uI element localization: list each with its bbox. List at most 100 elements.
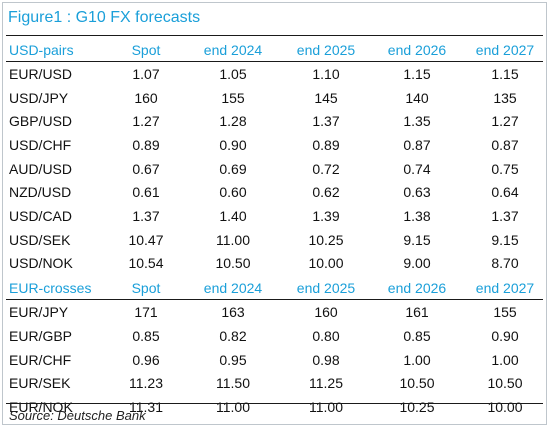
forecast-value: 1.37 bbox=[312, 113, 340, 130]
column-header: end 2027 bbox=[475, 41, 535, 58]
forecast-value: 0.98 bbox=[312, 351, 340, 368]
forecast-value: 1.28 bbox=[219, 113, 247, 130]
column-header: Spot bbox=[131, 41, 161, 58]
currency-pair: AUD/USD bbox=[9, 160, 73, 177]
forecast-value: 0.64 bbox=[491, 184, 519, 201]
currency-pair: GBP/USD bbox=[9, 113, 73, 130]
forecast-value: 0.89 bbox=[312, 136, 340, 153]
forecast-value: 1.15 bbox=[403, 65, 431, 82]
forecast-value: 0.87 bbox=[403, 136, 431, 153]
forecast-value: 10.50 bbox=[399, 375, 435, 392]
forecast-value: 1.35 bbox=[403, 113, 431, 130]
forecast-value: 1.39 bbox=[312, 208, 340, 225]
forecast-value: 0.62 bbox=[312, 184, 340, 201]
section-label: USD-pairs bbox=[9, 41, 74, 58]
forecast-value: 9.15 bbox=[403, 231, 431, 248]
currency-pair: USD/JPY bbox=[9, 89, 69, 106]
forecast-value: 1.38 bbox=[403, 208, 431, 225]
table-row: EUR/CHF 0.96 0.95 0.98 1.00 1.00 bbox=[6, 348, 543, 372]
forecast-value: 145 bbox=[314, 89, 338, 106]
forecast-value: 10.00 bbox=[308, 255, 344, 272]
table-row: EUR/NOK 11.31 11.00 11.00 10.25 10.00 bbox=[6, 395, 543, 419]
forecast-value: 0.90 bbox=[219, 136, 247, 153]
forecast-value: 0.63 bbox=[403, 184, 431, 201]
table-row: USD/NOK 10.54 10.50 10.00 9.00 8.70 bbox=[6, 252, 543, 276]
forecast-value: 155 bbox=[221, 89, 245, 106]
currency-pair: USD/NOK bbox=[9, 255, 73, 272]
forecast-value: 140 bbox=[405, 89, 429, 106]
forecast-value: 155 bbox=[493, 304, 517, 321]
column-header: end 2025 bbox=[296, 41, 356, 58]
header-divider bbox=[6, 299, 543, 301]
forecast-value: 0.90 bbox=[491, 327, 519, 344]
forecast-value: 0.82 bbox=[219, 327, 247, 344]
forecast-value: 1.00 bbox=[491, 351, 519, 368]
currency-pair: EUR/NOK bbox=[9, 398, 73, 415]
table-row: USD/JPY 160 155 145 140 135 bbox=[6, 86, 543, 110]
forecast-value: 11.31 bbox=[129, 398, 163, 415]
table-row: USD/SEK 10.47 11.00 10.25 9.15 9.15 bbox=[6, 228, 543, 252]
forecast-value: 0.67 bbox=[132, 160, 160, 177]
forecast-value: 0.96 bbox=[132, 351, 160, 368]
figure-title: Figure1 : G10 FX forecasts bbox=[8, 9, 201, 26]
forecast-value: 1.07 bbox=[132, 65, 160, 82]
forecast-value: 1.15 bbox=[491, 65, 519, 82]
forecast-value: 0.95 bbox=[219, 351, 247, 368]
forecast-value: 160 bbox=[134, 89, 158, 106]
forecast-value: 11.00 bbox=[216, 231, 250, 248]
table-bottom-divider bbox=[6, 403, 543, 404]
forecast-value: 10.25 bbox=[308, 231, 344, 248]
currency-pair: EUR/GBP bbox=[9, 327, 73, 344]
forecast-value: 9.00 bbox=[403, 255, 431, 272]
forecast-value: 1.27 bbox=[491, 113, 519, 130]
forecast-value: 163 bbox=[221, 304, 245, 321]
currency-pair: USD/SEK bbox=[9, 231, 71, 248]
currency-pair: EUR/USD bbox=[9, 65, 73, 82]
forecast-value: 135 bbox=[493, 89, 517, 106]
currency-pair: NZD/USD bbox=[9, 184, 72, 201]
forecast-value: 10.50 bbox=[215, 255, 251, 272]
section-header: EUR-crosses Spot end 2024 end 2025 end 2026 e… bbox=[6, 275, 543, 301]
forecast-value: 0.87 bbox=[491, 136, 519, 153]
table-row: GBP/USD 1.27 1.28 1.37 1.35 1.27 bbox=[6, 109, 543, 133]
source-note: Source: Deutsche Bank bbox=[9, 408, 146, 423]
column-header: end 2025 bbox=[296, 279, 356, 296]
forecast-value: 10.54 bbox=[128, 255, 164, 272]
column-header: end 2026 bbox=[387, 41, 447, 58]
column-header: Spot bbox=[131, 279, 161, 296]
forecast-value: 1.37 bbox=[132, 208, 160, 225]
forecast-value: 0.60 bbox=[219, 184, 247, 201]
forecast-value: 0.80 bbox=[312, 327, 340, 344]
forecast-value: 11.00 bbox=[216, 398, 250, 415]
forecast-value: 10.00 bbox=[487, 398, 523, 415]
table-row: EUR/GBP 0.85 0.82 0.80 0.85 0.90 bbox=[6, 324, 543, 348]
forecast-value: 1.00 bbox=[403, 351, 431, 368]
table-row: EUR/SEK 11.23 11.50 11.25 10.50 10.50 bbox=[6, 371, 543, 395]
forecast-value: 8.70 bbox=[491, 255, 519, 272]
forecast-value: 10.47 bbox=[128, 231, 164, 248]
column-header: end 2027 bbox=[475, 279, 535, 296]
section-header: USD-pairs Spot end 2024 end 2025 end 2026 end… bbox=[6, 37, 543, 62]
header-divider bbox=[6, 61, 543, 62]
forecast-value: 11.23 bbox=[129, 375, 163, 392]
forecast-value: 11.00 bbox=[309, 398, 343, 415]
forecast-value: 9.15 bbox=[491, 231, 519, 248]
title-divider bbox=[6, 35, 543, 36]
figure-frame: Figure1 : G10 FX forecasts USD-pairs Spot… bbox=[2, 2, 547, 425]
table-row: AUD/USD 0.67 0.69 0.72 0.74 0.75 bbox=[6, 157, 543, 181]
currency-pair: USD/CHF bbox=[9, 136, 72, 153]
forecast-value: 0.72 bbox=[312, 160, 340, 177]
currency-pair: EUR/SEK bbox=[9, 375, 71, 392]
forecast-value: 11.50 bbox=[216, 375, 250, 392]
column-header: end 2024 bbox=[203, 41, 263, 58]
table-row: EUR/JPY 171 163 160 161 155 bbox=[6, 300, 543, 324]
section-label: EUR-crosses bbox=[9, 279, 92, 296]
forecast-value: 1.10 bbox=[312, 65, 340, 82]
table-row: USD/CAD 1.37 1.40 1.39 1.38 1.37 bbox=[6, 204, 543, 228]
forecast-value: 0.74 bbox=[403, 160, 431, 177]
forecast-value: 161 bbox=[405, 304, 429, 321]
forecast-value: 0.89 bbox=[132, 136, 160, 153]
forecast-value: 171 bbox=[134, 304, 158, 321]
currency-pair: EUR/CHF bbox=[9, 351, 72, 368]
forecast-value: 1.37 bbox=[491, 208, 519, 225]
